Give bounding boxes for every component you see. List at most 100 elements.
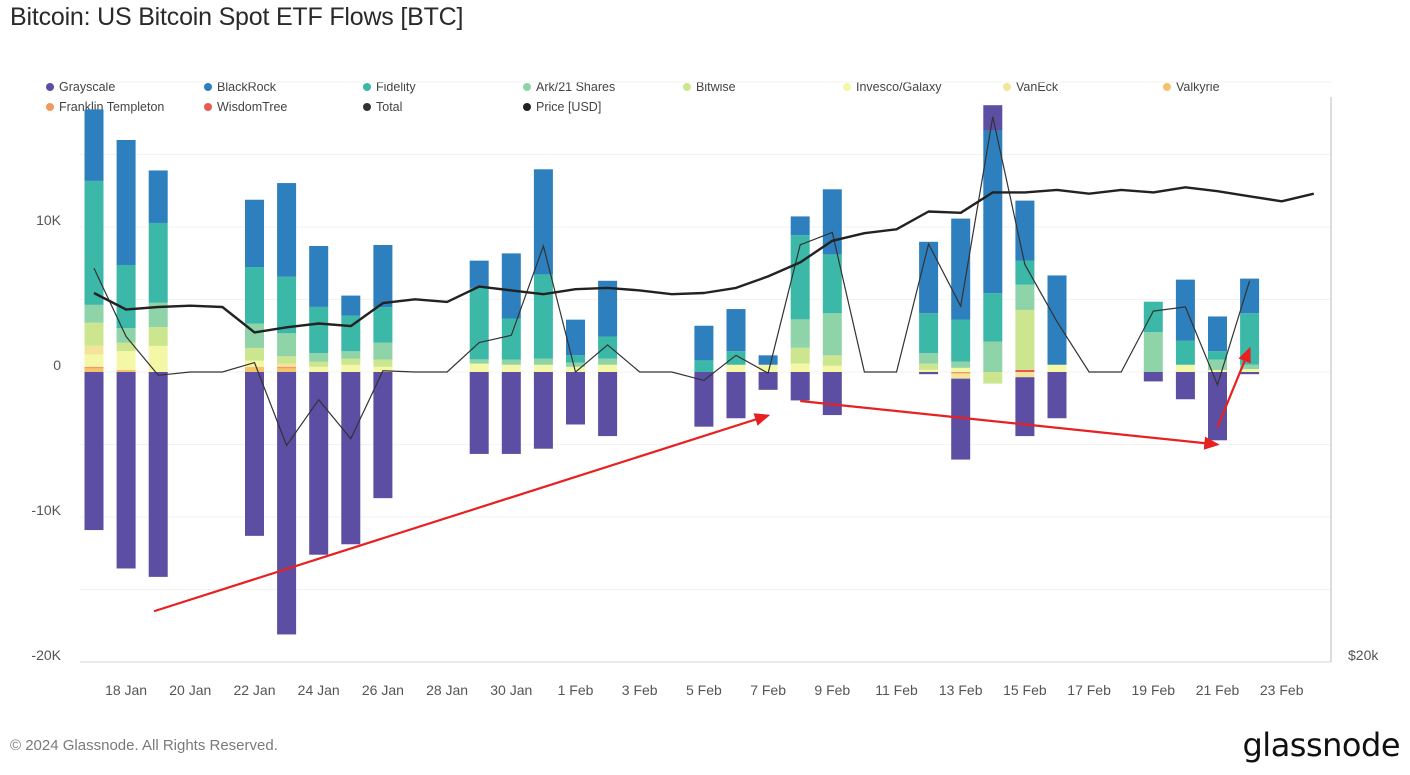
bar-segment-ark-21-shares — [148, 302, 168, 328]
legend-dot-icon — [523, 83, 531, 91]
bar-segment-invesco-galaxy — [309, 366, 329, 372]
bar-segment-invesco-galaxy — [341, 364, 361, 372]
legend-item[interactable]: Fidelity — [363, 80, 416, 94]
bar-segment-blackrock — [341, 295, 361, 316]
bar-segment-valkyrie — [277, 368, 297, 372]
bar-segment-invesco-galaxy — [501, 364, 521, 372]
bar-segment-bitwise — [919, 363, 939, 370]
bar-stack — [245, 199, 264, 536]
legend-item[interactable]: VanEck — [1003, 80, 1058, 94]
legend-label: WisdomTree — [217, 100, 288, 114]
legend-dot-icon — [843, 83, 851, 91]
x-tick-label: 24 Jan — [298, 682, 340, 698]
bar-segment-grayscale — [148, 372, 168, 577]
bar-segment-ark-21-shares — [1015, 284, 1035, 310]
bar-segment-blackrock — [1047, 275, 1067, 365]
bar-segment-blackrock — [694, 325, 714, 361]
x-tick-label: 18 Jan — [105, 682, 147, 698]
bar-segment-grayscale — [1240, 372, 1260, 375]
bar-segment-bitwise — [309, 361, 329, 367]
legend-label: Total — [376, 100, 403, 114]
bar-segment-bitwise — [822, 355, 842, 366]
bar-segment-blackrock — [919, 241, 939, 314]
bar-stack — [533, 169, 553, 449]
bar-segment-grayscale — [116, 372, 136, 569]
bar-stack — [758, 355, 778, 390]
bar-segment-fidelity — [1015, 260, 1035, 285]
x-tick-label: 3 Feb — [622, 682, 658, 698]
legend-item[interactable]: Bitwise — [683, 80, 736, 94]
bar-segment-grayscale — [373, 372, 393, 499]
bar-segment-grayscale — [1047, 372, 1067, 419]
bar-segment-blackrock — [951, 218, 971, 320]
bar-segment-fidelity — [277, 276, 297, 334]
bar-segment-fidelity — [822, 254, 842, 314]
legend-label: Ark/21 Shares — [536, 80, 616, 94]
bar-segment-ark-21-shares — [566, 362, 585, 367]
bar-segment-invesco-galaxy — [726, 364, 746, 372]
bar-segment-vaneck — [1015, 372, 1035, 378]
legend-item[interactable]: WisdomTree — [204, 100, 287, 114]
bar-segment-blackrock — [84, 109, 104, 181]
bar-segment-blackrock — [1208, 316, 1227, 352]
legend-item[interactable]: Grayscale — [46, 80, 115, 94]
bar-segment-grayscale — [469, 372, 489, 454]
legend-item[interactable]: Invesco/Galaxy — [843, 80, 941, 94]
bar-segment-fidelity — [373, 307, 393, 343]
legend-label: Fidelity — [376, 80, 416, 94]
bar-segment-blackrock — [983, 130, 1003, 294]
bar-segment-blackrock — [1175, 279, 1195, 341]
bar-segment-ark-21-shares — [501, 359, 521, 365]
x-tick-label: 26 Jan — [362, 682, 404, 698]
bar-stack — [822, 189, 842, 416]
bar-segment-invesco-galaxy — [469, 363, 489, 372]
x-tick-label: 9 Feb — [814, 682, 850, 698]
bar-segment-grayscale — [566, 372, 585, 425]
legend-item[interactable]: BlackRock — [204, 80, 276, 94]
bar-segment-fidelity — [983, 293, 1003, 342]
x-tick-label: 19 Feb — [1132, 682, 1176, 698]
y-axis-ticks: 10K 0 -10K -20K $20k — [31, 212, 1379, 663]
bar-segment-grayscale — [822, 372, 842, 416]
bar-segment-fidelity — [790, 235, 810, 320]
bar-segment-bitwise — [1015, 309, 1035, 370]
bar-segment-vaneck — [277, 363, 297, 367]
bar-segment-grayscale — [1015, 377, 1035, 437]
bar-stack — [566, 319, 585, 425]
bar-segment-ark-21-shares — [1143, 332, 1163, 372]
legend-label: Invesco/Galaxy — [856, 80, 942, 94]
bar-segment-wisdomtree — [1015, 369, 1035, 372]
x-axis-ticks: 18 Jan 20 Jan 22 Jan 24 Jan 26 Jan 28 Jan 30 J… — [105, 682, 1304, 698]
bar-segment-invesco-galaxy — [790, 363, 810, 372]
bar-segment-ark-21-shares — [309, 353, 329, 362]
x-tick-label: 21 Feb — [1196, 682, 1240, 698]
legend-item[interactable]: Valkyrie — [1163, 80, 1220, 94]
bar-segment-ark-21-shares — [533, 358, 553, 365]
bar-stack — [694, 325, 714, 427]
legend-label: Valkyrie — [1176, 80, 1220, 94]
legend-dot-icon — [1003, 83, 1011, 91]
legend-label: VanEck — [1016, 80, 1059, 94]
bar-segment-ark-21-shares — [822, 313, 842, 356]
x-tick-label: 11 Feb — [875, 682, 918, 698]
bar-segment-fidelity — [919, 313, 939, 354]
legend-item[interactable]: Ark/21 Shares — [523, 80, 615, 94]
bar-segment-bitwise — [277, 356, 297, 364]
legend-item[interactable]: Price [USD] — [523, 100, 601, 114]
bar-segment-fidelity — [533, 274, 553, 359]
legend-dot-icon — [523, 103, 531, 111]
bar-segment-invesco-galaxy — [1175, 364, 1195, 372]
legend-item[interactable]: Total — [363, 100, 402, 114]
bar-segment-ark-21-shares — [1208, 359, 1227, 370]
bar-segment-bitwise — [245, 347, 264, 361]
bar-segment-blackrock — [1015, 200, 1035, 261]
bar-segment-grayscale — [84, 372, 104, 531]
legend-dot-icon — [683, 83, 691, 91]
annotations — [153, 346, 1251, 613]
bar-segment-grayscale — [726, 372, 746, 419]
x-tick-label: 7 Feb — [750, 682, 786, 698]
bar-segment-grayscale — [790, 372, 810, 401]
bar-segment-ark-21-shares — [469, 359, 489, 364]
x-tick-label: 23 Feb — [1260, 682, 1304, 698]
legend-label: BlackRock — [217, 80, 277, 94]
